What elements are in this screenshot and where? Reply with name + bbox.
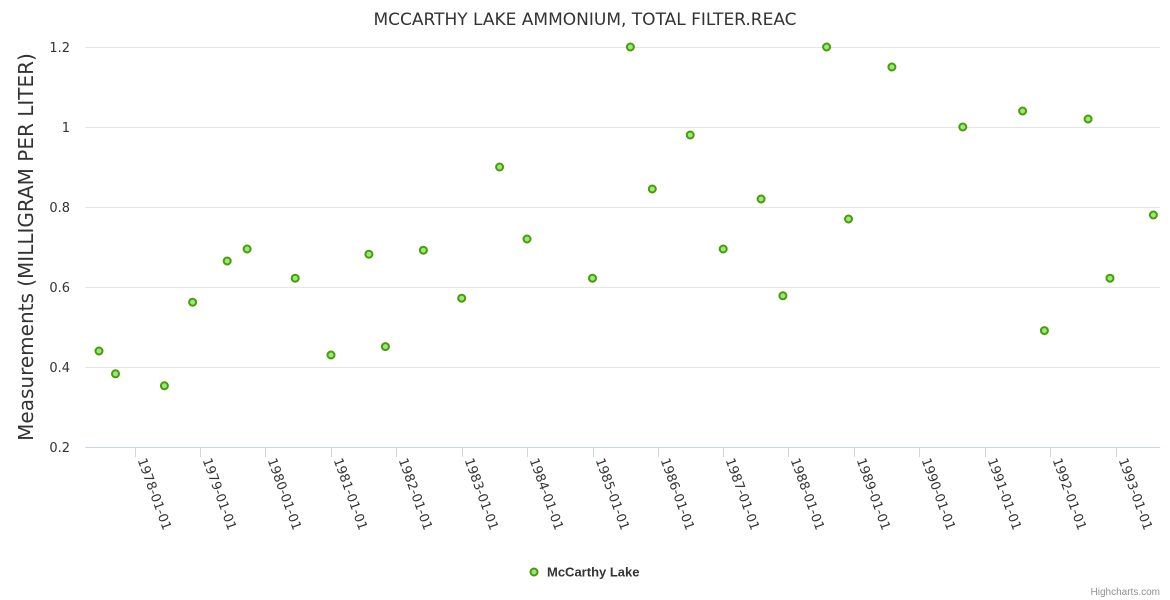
data-point[interactable] — [94, 346, 104, 356]
x-axis-ticks — [135, 447, 1117, 457]
x-tick-label: 1984-01-01 — [526, 456, 566, 532]
data-point[interactable] — [844, 214, 853, 224]
legend-marker — [529, 567, 539, 577]
data-point[interactable] — [188, 297, 198, 307]
chart-title: MCCARTHY LAKE AMMONIUM, TOTAL FILTER.REA… — [373, 10, 796, 30]
data-point[interactable] — [588, 273, 597, 283]
x-tick-label: 1989-01-01 — [853, 456, 893, 532]
y-tick-label: 0.8 — [49, 201, 70, 216]
data-point[interactable] — [685, 130, 695, 140]
data-point[interactable] — [418, 245, 428, 255]
data-point[interactable] — [822, 42, 832, 52]
x-tick-label: 1978-01-01 — [134, 456, 174, 532]
x-tick-label: 1991-01-01 — [984, 456, 1024, 532]
legend[interactable]: McCarthy Lake — [529, 565, 640, 580]
data-point[interactable] — [242, 244, 252, 254]
data-point[interactable] — [290, 273, 300, 283]
data-point[interactable] — [1018, 106, 1028, 116]
y-axis-title: Measurements (MILLIGRAM PER LITER) — [14, 53, 38, 441]
y-tick-label: 1 — [62, 121, 70, 136]
data-point[interactable] — [958, 122, 968, 132]
data-point[interactable] — [625, 42, 635, 52]
series-mccarthy-lake — [94, 42, 1158, 391]
x-tick-label: 1987-01-01 — [722, 456, 762, 532]
x-tick-label: 1986-01-01 — [657, 456, 697, 532]
highcharts-credit[interactable]: Highcharts.com — [1091, 587, 1160, 598]
data-point[interactable] — [647, 184, 657, 194]
x-tick-label: 1985-01-01 — [592, 456, 632, 532]
data-point[interactable] — [1083, 114, 1093, 124]
data-point[interactable] — [778, 291, 788, 301]
x-tick-label: 1983-01-01 — [461, 456, 501, 532]
x-tick-label: 1981-01-01 — [330, 456, 370, 532]
y-tick-label: 0.2 — [49, 441, 70, 456]
x-tick-label: 1993-01-01 — [1115, 456, 1155, 532]
x-tick-label: 1982-01-01 — [395, 456, 435, 532]
legend-label-mccarthy-lake[interactable]: McCarthy Lake — [547, 565, 639, 580]
y-tick-label: 1.2 — [49, 41, 70, 56]
y-axis-labels: 0.2 0.4 0.6 0.8 1 1.2 — [49, 41, 70, 456]
x-tick-label: 1992-01-01 — [1049, 456, 1089, 532]
data-point[interactable] — [111, 369, 120, 379]
data-point[interactable] — [457, 293, 467, 303]
data-point[interactable] — [887, 62, 897, 72]
data-point[interactable] — [495, 162, 505, 172]
grid-lines — [85, 47, 1160, 368]
data-point[interactable] — [159, 381, 169, 391]
data-point[interactable] — [1148, 210, 1158, 220]
data-point[interactable] — [1105, 273, 1115, 283]
data-point[interactable] — [326, 350, 336, 360]
x-tick-label: 1980-01-01 — [264, 456, 304, 532]
y-tick-label: 0.6 — [49, 281, 70, 296]
data-point[interactable] — [1039, 326, 1049, 336]
data-point[interactable] — [718, 244, 728, 254]
x-tick-label: 1988-01-01 — [787, 456, 827, 532]
data-point[interactable] — [756, 194, 766, 204]
data-point[interactable] — [380, 342, 390, 352]
x-tick-label: 1979-01-01 — [199, 456, 239, 532]
data-point[interactable] — [522, 234, 532, 244]
x-tick-label: 1990-01-01 — [918, 456, 958, 532]
data-point[interactable] — [364, 249, 374, 259]
data-point[interactable] — [222, 256, 232, 266]
y-tick-label: 0.4 — [49, 361, 70, 376]
x-axis-labels: 1978-01-01 1979-01-01 1980-01-01 1981-01-01… — [134, 456, 1155, 532]
